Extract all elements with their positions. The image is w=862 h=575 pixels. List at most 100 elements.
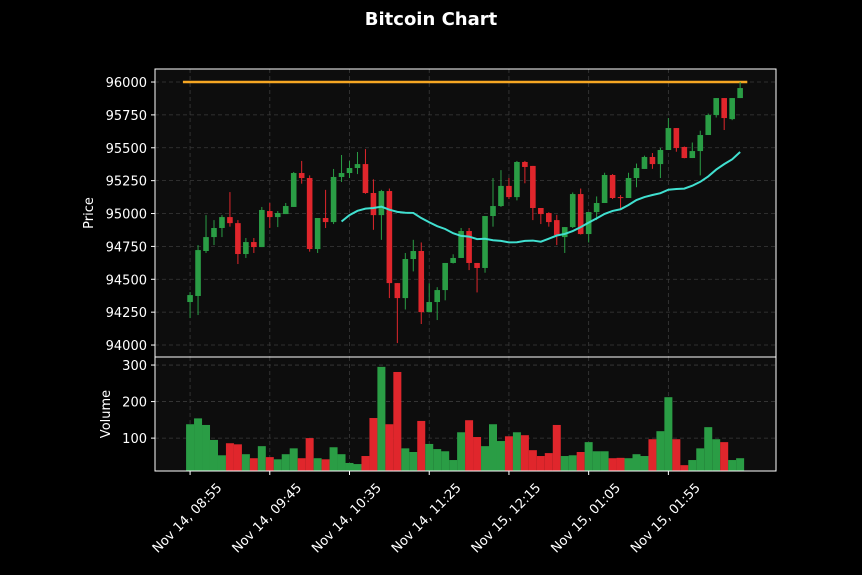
volume-bar <box>600 451 609 471</box>
candle-up <box>195 250 201 296</box>
volume-bar <box>560 456 569 471</box>
volume-bar <box>481 446 490 471</box>
candle-down <box>577 194 584 235</box>
candle-up <box>657 150 664 165</box>
volume-y-tick-label: 100 <box>122 432 147 447</box>
volume-bar <box>321 459 330 471</box>
volume-bar <box>202 424 211 471</box>
price-y-tick-label: 96000 <box>106 76 147 91</box>
candle-down <box>649 156 656 165</box>
candle-up <box>442 262 448 291</box>
candle-down <box>553 220 560 236</box>
volume-bar <box>329 447 338 471</box>
volume-bar <box>401 448 410 471</box>
volume-bar <box>465 420 474 471</box>
volume-bar <box>393 371 402 471</box>
volume-bar <box>520 435 529 471</box>
candle-down <box>609 174 616 199</box>
candle-down <box>546 213 552 223</box>
candle-up <box>689 151 696 159</box>
volume-bar <box>672 439 681 471</box>
volume-bar <box>648 439 657 471</box>
candle-up <box>378 191 385 216</box>
candle-up <box>514 161 520 198</box>
volume-bar <box>417 420 426 471</box>
candle-down <box>522 161 528 167</box>
candle-down <box>235 223 241 255</box>
candle-down <box>251 242 257 248</box>
volume-bar <box>704 427 713 471</box>
volume-y-tick-label: 200 <box>122 396 147 411</box>
volume-bar <box>433 449 442 471</box>
candle-up <box>219 217 225 228</box>
x-tick-label: Nov 14, 08:55 <box>150 481 226 557</box>
volume-bar <box>194 418 203 471</box>
volume-bar <box>297 458 306 471</box>
candle-up <box>569 194 576 228</box>
candle-down <box>673 128 680 149</box>
candle-up <box>601 174 608 204</box>
volume-bar <box>592 451 601 471</box>
price-y-tick-label: 94000 <box>106 339 147 354</box>
candle-down <box>362 164 369 194</box>
volume-bar <box>568 455 577 471</box>
volume-bar <box>265 457 274 471</box>
candle-down <box>227 217 233 224</box>
volume-bar <box>361 456 370 471</box>
price-y-tick-label: 94500 <box>106 273 147 288</box>
candle-down <box>681 146 688 159</box>
candle-up <box>697 135 704 152</box>
price-y-tick-label: 94250 <box>106 306 147 321</box>
volume-bar <box>616 457 625 471</box>
volume-y-tick-label: 300 <box>122 359 147 374</box>
candle-up <box>633 168 640 179</box>
candle-down <box>530 165 536 209</box>
candle-up <box>243 242 249 255</box>
candle-down <box>617 197 624 199</box>
volume-bar <box>441 451 450 471</box>
price-y-tick-label: 95750 <box>106 109 147 124</box>
volume-bar <box>640 456 649 471</box>
volume-bar <box>385 424 394 471</box>
volume-bar <box>712 439 721 471</box>
volume-bar <box>233 444 242 471</box>
volume-bar <box>680 465 689 471</box>
candle-up <box>625 178 632 199</box>
candle-down <box>386 191 393 284</box>
price-y-tick-label: 95500 <box>106 142 147 157</box>
volume-bar <box>656 431 665 471</box>
candle-up <box>490 206 496 217</box>
candle-up <box>593 203 600 213</box>
candle-up <box>187 295 193 303</box>
candle-up <box>338 173 345 177</box>
volume-bar <box>489 424 498 471</box>
volume-bar <box>425 443 434 471</box>
candle-down <box>418 251 425 313</box>
x-tick-label: Nov 14, 11:25 <box>389 481 465 557</box>
candle-down <box>306 178 313 250</box>
chart-title: Bitcoin Chart <box>364 9 498 30</box>
candle-down <box>298 173 305 179</box>
candle-down <box>466 231 472 263</box>
candle-up <box>346 168 353 174</box>
candle-up <box>458 231 464 258</box>
volume-bar <box>664 397 673 471</box>
moving-average-line <box>340 151 741 244</box>
candle-down <box>538 208 544 215</box>
candle-up <box>259 209 265 248</box>
candle-up <box>290 173 297 207</box>
candle-down <box>474 262 480 268</box>
candle-up <box>211 227 217 238</box>
candle-down <box>394 283 401 299</box>
candle-up <box>705 115 712 136</box>
candle-up <box>713 98 720 116</box>
volume-bar <box>512 432 521 471</box>
volume-bar <box>473 437 482 471</box>
volume-bar <box>186 424 195 471</box>
candle-up <box>354 164 361 169</box>
x-tick-label: Nov 14, 09:45 <box>230 481 306 557</box>
candle-up <box>203 237 209 252</box>
volume-bar <box>608 458 617 471</box>
volume-bar <box>528 450 537 471</box>
